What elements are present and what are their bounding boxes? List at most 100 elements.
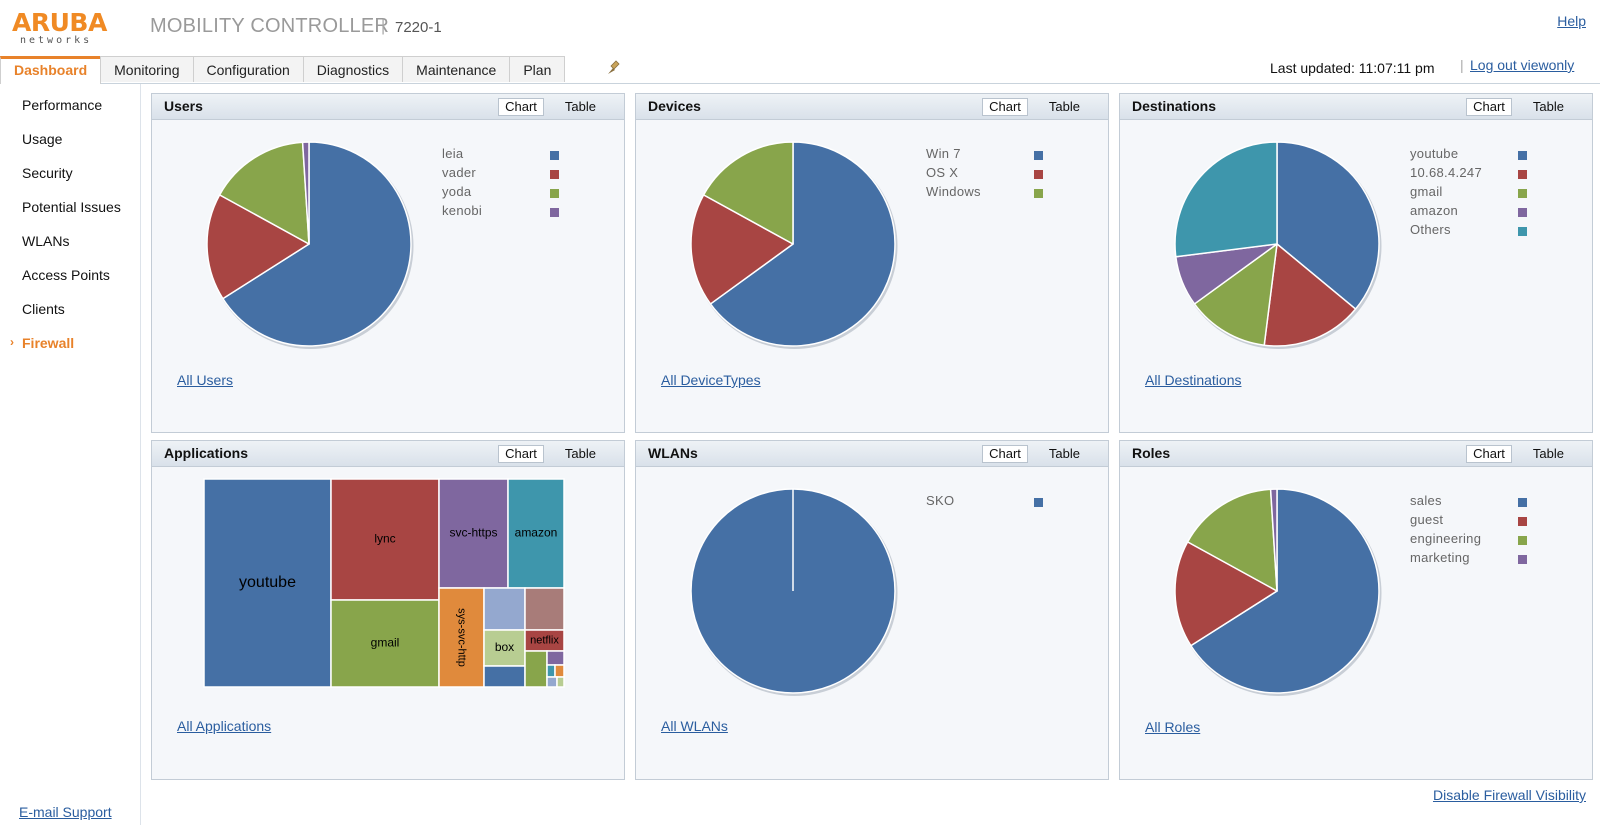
legend-label: Win 7	[926, 146, 961, 161]
sidebar-item-usage[interactable]: Usage	[22, 131, 63, 147]
chart-toggle-button[interactable]: Chart	[1466, 445, 1512, 463]
sidebar-item-performance[interactable]: Performance	[22, 97, 103, 113]
treemap-tile	[438, 478, 509, 589]
pie-slice	[301, 141, 310, 245]
tab-configuration[interactable]: Configuration	[192, 56, 304, 82]
treemap-tile	[546, 650, 565, 666]
wlans-panel: WLANs Chart Table SKO All WLANs	[635, 440, 1109, 780]
legend-label: engineering	[1410, 531, 1482, 546]
treemap-label: svc-https	[449, 526, 497, 540]
pie-slice	[1276, 141, 1380, 310]
table-toggle-button[interactable]: Table	[564, 446, 596, 461]
all-destinations-link[interactable]: All Destinations	[1145, 372, 1242, 388]
legend-label: Others	[1410, 222, 1451, 237]
sidebar-item-potential-issues[interactable]: Potential Issues	[22, 199, 121, 215]
pie-slice	[1190, 488, 1380, 694]
table-toggle-button[interactable]: Table	[1532, 446, 1564, 461]
tab-dashboard[interactable]: Dashboard	[0, 56, 102, 84]
treemap-label: lync	[374, 532, 395, 546]
treemap-tile	[483, 587, 526, 631]
all-roles-link[interactable]: All Roles	[1145, 719, 1201, 735]
treemap-tile	[546, 676, 558, 688]
destinations-legend: youtube 10.68.4.247 gmail amazon Others	[1410, 146, 1540, 241]
panel-title: Devices	[648, 98, 701, 114]
email-support-link[interactable]: E-mail Support	[19, 804, 112, 820]
sidebar-item-security[interactable]: Security	[22, 165, 73, 181]
sidebar-item-access-points[interactable]: Access Points	[22, 267, 110, 283]
legend-label: Windows	[926, 184, 981, 199]
wlans-legend: SKO	[926, 493, 1056, 512]
panel-header: Roles Chart Table	[1120, 441, 1592, 467]
devices-panel: Devices Chart Table Win 7 OS X Windows All…	[635, 93, 1109, 433]
panel-title: Users	[164, 98, 203, 114]
chart-toggle-button[interactable]: Chart	[498, 445, 544, 463]
legend-label: sales	[1410, 493, 1442, 508]
table-toggle-button[interactable]: Table	[1048, 99, 1080, 114]
legend-label: youtube	[1410, 146, 1459, 161]
sidebar-item-firewall[interactable]: Firewall	[22, 335, 75, 351]
table-toggle-button[interactable]: Table	[1048, 446, 1080, 461]
legend-swatch	[1518, 227, 1527, 236]
legend-item: 10.68.4.247	[1410, 165, 1540, 184]
status-separator: |	[1460, 57, 1464, 73]
help-link[interactable]: Help	[1557, 13, 1586, 29]
roles-panel: Roles Chart Table sales guest engineering m…	[1119, 440, 1593, 780]
legend-swatch	[1034, 498, 1043, 507]
legend-item: Win 7	[926, 146, 1056, 165]
pie-slice	[690, 194, 794, 305]
pie-slice	[1174, 141, 1278, 258]
disable-firewall-visibility-link[interactable]: Disable Firewall Visibility	[1432, 787, 1586, 803]
legend-label: 10.68.4.247	[1410, 165, 1482, 180]
logout-link[interactable]: Log out viewonly	[1470, 57, 1575, 73]
tab-monitoring[interactable]: Monitoring	[100, 56, 194, 82]
treemap-tile	[483, 629, 526, 667]
legend-swatch	[1518, 555, 1527, 564]
all-applications-link[interactable]: All Applications	[177, 718, 272, 734]
pie-slice	[709, 141, 896, 347]
legend-swatch	[1034, 151, 1043, 160]
legend-item: amazon	[1410, 203, 1540, 222]
table-toggle-button[interactable]: Table	[564, 99, 596, 114]
legend-label: gmail	[1410, 184, 1443, 199]
chart-toggle-button[interactable]: Chart	[498, 98, 544, 116]
legend-item: youtube	[1410, 146, 1540, 165]
chart-toggle-button[interactable]: Chart	[982, 445, 1028, 463]
destinations-pie-chart	[1174, 141, 1382, 349]
tab-maintenance[interactable]: Maintenance	[402, 56, 511, 82]
panel-header: Users Chart Table	[152, 94, 624, 120]
pie-slice	[218, 141, 310, 245]
treemap-label: amazon	[515, 526, 558, 540]
legend-label: SKO	[926, 493, 955, 508]
pin-icon[interactable]	[606, 60, 620, 80]
sidebar-item-clients[interactable]: Clients	[22, 301, 65, 317]
tab-diagnostics[interactable]: Diagnostics	[302, 56, 404, 82]
treemap-tile	[556, 676, 565, 688]
table-toggle-button[interactable]: Table	[1532, 99, 1564, 114]
legend-swatch	[550, 189, 559, 198]
applications-treemap: youtube lync gmail svc-https amazon sys-svc-h…	[203, 478, 565, 688]
sidebar-item-wlans[interactable]: WLANs	[22, 233, 70, 249]
legend-item: Windows	[926, 184, 1056, 203]
all-users-link[interactable]: All Users	[177, 372, 234, 388]
treemap-label: gmail	[371, 636, 400, 650]
pie-slice	[1174, 541, 1278, 647]
chart-toggle-button[interactable]: Chart	[982, 98, 1028, 116]
controller-model: 7220-1	[395, 19, 442, 36]
treemap-tile	[203, 478, 332, 688]
app-title: MOBILITY CONTROLLER	[150, 15, 390, 37]
legend-label: vader	[442, 165, 477, 180]
legend-item: sales	[1410, 493, 1540, 512]
chart-toggle-button[interactable]: Chart	[1466, 98, 1512, 116]
pie-slice	[1263, 243, 1357, 347]
tab-plan[interactable]: Plan	[509, 56, 566, 82]
all-wlans-link[interactable]: All WLANs	[661, 718, 728, 734]
legend-label: amazon	[1410, 203, 1459, 218]
treemap-tile	[524, 587, 565, 631]
legend-swatch	[1518, 517, 1527, 526]
legend-swatch	[1034, 170, 1043, 179]
all-devicetypes-link[interactable]: All DeviceTypes	[661, 372, 761, 388]
treemap-tile	[483, 665, 526, 688]
pie-slice	[206, 194, 310, 300]
devices-legend: Win 7 OS X Windows	[926, 146, 1056, 203]
legend-label: yoda	[442, 184, 472, 199]
